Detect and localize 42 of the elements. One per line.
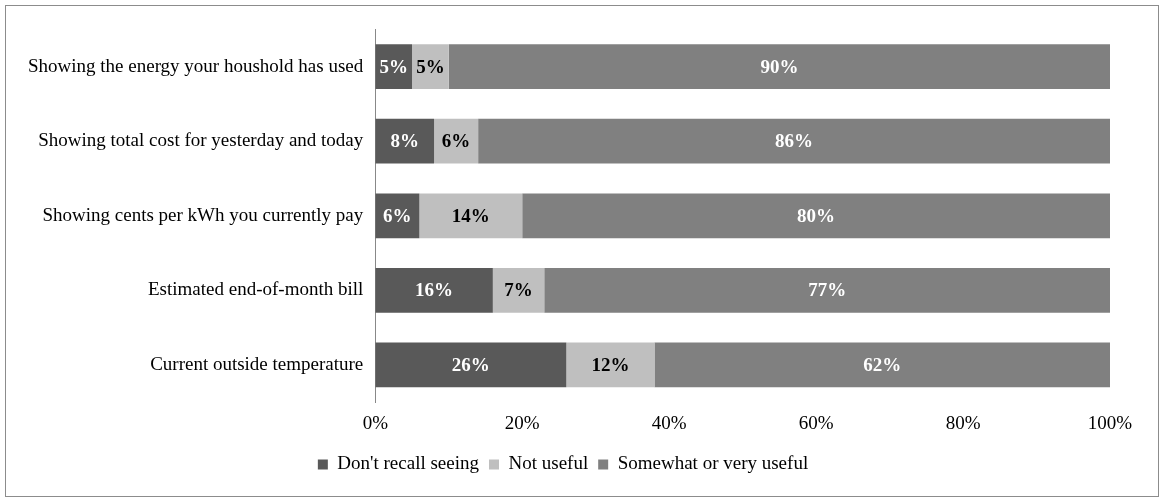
bar (544, 267, 1110, 313)
y-tick-label: Current outside temperature (150, 352, 364, 374)
bar (566, 342, 655, 388)
data-label: 12% (591, 353, 630, 375)
data-label: 6% (441, 130, 471, 152)
data-label: 7% (504, 279, 533, 301)
bar (375, 267, 493, 313)
bar (654, 342, 1110, 388)
data-label: 5% (379, 55, 408, 77)
y-tick-label: Estimated end-of-month bill (147, 278, 364, 300)
x-tick-label: 20% (504, 411, 540, 433)
bar (522, 193, 1110, 239)
x-tick-label: 60% (798, 411, 834, 433)
x-tick-label: 100% (1087, 411, 1133, 433)
legend-label: Somewhat or very useful (617, 452, 809, 474)
data-label: 26% (451, 353, 490, 375)
data-label: 80% (797, 204, 836, 226)
bar (492, 267, 545, 313)
y-tick-label: Showing total cost for yesterday and today (38, 129, 364, 151)
data-label: 5% (416, 55, 445, 77)
legend-label: Not useful (508, 452, 589, 474)
bar (375, 342, 567, 388)
bar (412, 44, 449, 90)
bar (434, 118, 479, 164)
data-label: 90% (760, 55, 799, 77)
bar (419, 193, 523, 239)
data-label: 6% (383, 204, 412, 226)
y-tick-label: Showing the energy your houshold has used (27, 54, 364, 76)
bar (448, 44, 1110, 90)
y-tick-label: Showing cents per kWh you currently pay (42, 203, 364, 225)
data-label: 62% (863, 353, 902, 375)
x-tick-label: 0% (362, 411, 389, 433)
legend-label: Don't recall seeing (337, 452, 480, 474)
bar (478, 118, 1110, 164)
x-tick-label: 80% (945, 411, 981, 433)
data-label: 16% (415, 279, 454, 301)
data-label: 86% (775, 130, 814, 152)
data-label: 8% (390, 130, 419, 152)
bar (375, 118, 435, 164)
x-tick-label: 40% (651, 411, 687, 433)
data-label: 77% (808, 279, 847, 301)
data-label: 14% (451, 204, 490, 226)
